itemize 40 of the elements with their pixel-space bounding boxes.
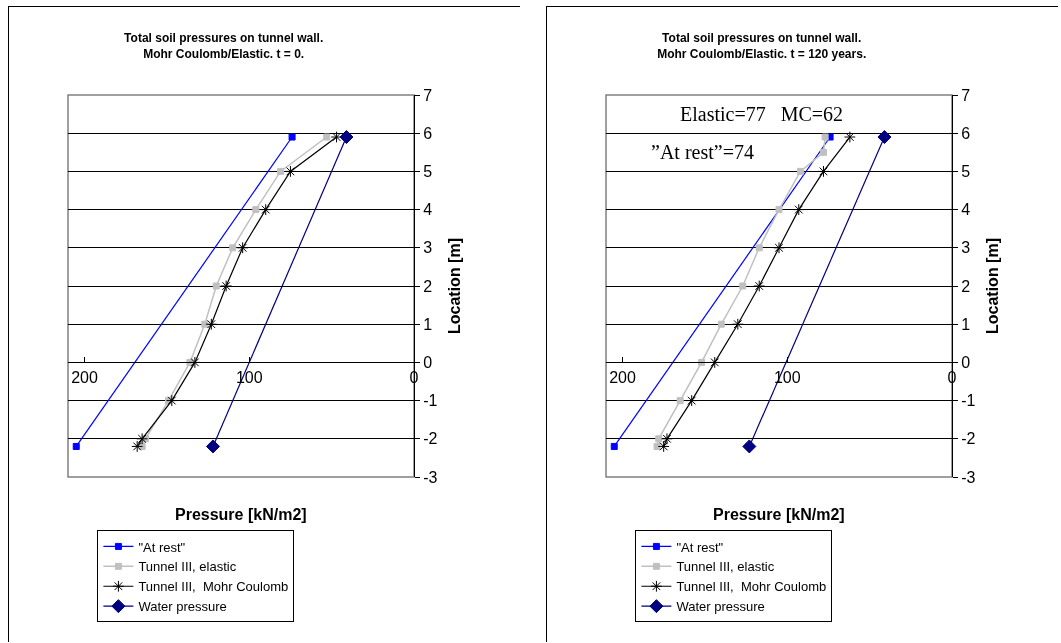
y-tick-label: 2 bbox=[961, 277, 971, 295]
y-axis-title: Location [m] bbox=[984, 238, 1002, 334]
legend-label: Tunnel III, Mohr Coulomb bbox=[676, 579, 827, 595]
y-tick-label: 1 bbox=[961, 315, 971, 333]
y-tick-label: 6 bbox=[961, 124, 971, 142]
annotation: Elastic=77 MC=62 bbox=[680, 103, 844, 125]
y-tick-label: 3 bbox=[423, 239, 433, 257]
y-tick-label: -3 bbox=[961, 468, 976, 486]
y-tick-label: 7 bbox=[423, 86, 433, 104]
legend-label: Water pressure bbox=[138, 599, 227, 615]
y-tick-label: -1 bbox=[961, 392, 976, 410]
legend-label: Tunnel III, elastic bbox=[676, 559, 775, 575]
legend-label: Tunnel III, Mohr Coulomb bbox=[138, 579, 289, 595]
y-tick-label: -2 bbox=[961, 430, 976, 448]
y-tick-label: 5 bbox=[423, 163, 433, 180]
y-tick-label: 5 bbox=[961, 163, 971, 180]
y-tick-label: 0 bbox=[961, 354, 971, 371]
y-tick-label: -1 bbox=[423, 392, 438, 410]
y-tick-label: 0 bbox=[423, 354, 433, 371]
legend-label: "At rest" bbox=[676, 539, 724, 555]
chart-title: Total soil pressures on tunnel wall. Mohr Coulomb/Elastic. t = 120 years. bbox=[657, 30, 867, 61]
legend-label: Water pressure bbox=[676, 599, 765, 615]
y-tick-label: 4 bbox=[961, 201, 971, 219]
legend-label: "At rest" bbox=[138, 539, 186, 555]
legend-label: Tunnel III, elastic bbox=[138, 559, 237, 575]
y-tick-label: 2 bbox=[423, 277, 433, 295]
chart-title: Total soil pressures on tunnel wall. Mohr Coulomb/Elastic. t = 0. bbox=[124, 30, 324, 61]
y-tick-label: -2 bbox=[423, 430, 438, 448]
x-tick-label: 200 bbox=[71, 368, 98, 386]
x-tick-label: 200 bbox=[609, 368, 636, 386]
y-tick-label: 6 bbox=[423, 124, 433, 142]
y-tick-label: 4 bbox=[423, 201, 433, 219]
y-tick-label: 1 bbox=[423, 315, 433, 333]
x-axis-title: Pressure [kN/m2] bbox=[713, 506, 845, 523]
annotation: ”At rest”=74 bbox=[651, 141, 754, 163]
y-tick-label: -3 bbox=[423, 468, 438, 486]
y-tick-label: 7 bbox=[961, 86, 971, 104]
x-axis-title: Pressure [kN/m2] bbox=[175, 506, 307, 523]
y-tick-label: 3 bbox=[961, 239, 971, 257]
y-axis-title: Location [m] bbox=[446, 238, 464, 334]
